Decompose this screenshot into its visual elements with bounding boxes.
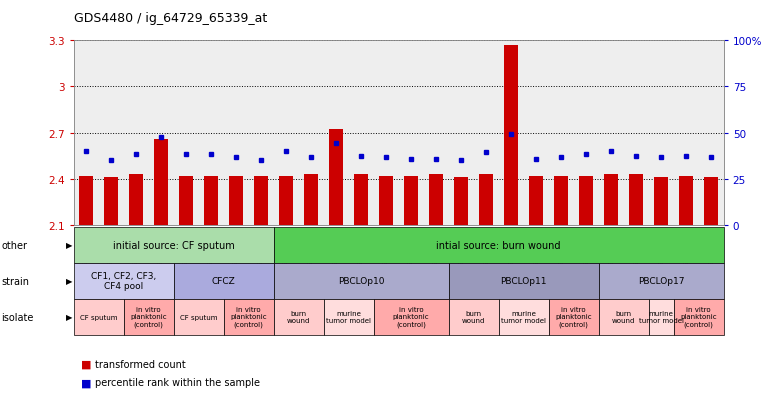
Bar <box>79 176 93 225</box>
Text: CF1, CF2, CF3,
CF4 pool: CF1, CF2, CF3, CF4 pool <box>91 271 156 291</box>
Bar <box>180 176 193 225</box>
Text: burn
wound: burn wound <box>287 311 310 323</box>
Text: isolate: isolate <box>2 312 34 322</box>
Bar <box>104 178 118 225</box>
Bar <box>454 178 468 225</box>
Text: in vitro
planktonic
(control): in vitro planktonic (control) <box>230 307 267 327</box>
Text: PBCLOp17: PBCLOp17 <box>638 277 684 285</box>
Bar <box>379 176 393 225</box>
Bar <box>505 46 518 225</box>
Bar <box>430 175 443 225</box>
Bar <box>529 176 543 225</box>
Text: CFCZ: CFCZ <box>212 277 235 285</box>
Text: in vitro
planktonic
(control): in vitro planktonic (control) <box>555 307 592 327</box>
Bar <box>479 175 493 225</box>
Text: murine
tumor model: murine tumor model <box>326 311 371 323</box>
Bar <box>329 130 343 225</box>
Text: transformed count: transformed count <box>95 359 186 369</box>
Text: GDS4480 / ig_64729_65339_at: GDS4480 / ig_64729_65339_at <box>74 12 267 25</box>
Bar <box>204 176 218 225</box>
Text: other: other <box>2 240 28 250</box>
Text: in vitro
planktonic
(control): in vitro planktonic (control) <box>392 307 430 327</box>
Text: ▶: ▶ <box>66 241 72 249</box>
Text: PBCLOp11: PBCLOp11 <box>500 277 547 285</box>
Bar <box>554 176 568 225</box>
Bar <box>279 176 293 225</box>
Text: murine
tumor model: murine tumor model <box>639 311 683 323</box>
Text: initial source: CF sputum: initial source: CF sputum <box>113 240 235 250</box>
Text: burn
wound: burn wound <box>462 311 485 323</box>
Text: ▶: ▶ <box>66 313 72 321</box>
Bar <box>354 175 368 225</box>
Text: intial source: burn wound: intial source: burn wound <box>437 240 561 250</box>
Bar <box>629 175 643 225</box>
Text: in vitro
planktonic
(control): in vitro planktonic (control) <box>680 307 717 327</box>
Text: PBCLOp10: PBCLOp10 <box>337 277 385 285</box>
Bar <box>680 176 693 225</box>
Text: ■: ■ <box>81 377 92 387</box>
Bar <box>304 175 318 225</box>
Bar <box>579 176 593 225</box>
Text: ▶: ▶ <box>66 277 72 285</box>
Bar <box>404 176 418 225</box>
Text: ■: ■ <box>81 359 92 369</box>
Bar <box>604 175 618 225</box>
Bar <box>254 176 268 225</box>
Bar <box>704 178 718 225</box>
Bar <box>229 176 243 225</box>
Text: CF sputum: CF sputum <box>180 314 217 320</box>
Text: percentile rank within the sample: percentile rank within the sample <box>95 377 260 387</box>
Text: in vitro
planktonic
(control): in vitro planktonic (control) <box>130 307 167 327</box>
Bar <box>654 178 668 225</box>
Bar <box>154 139 168 225</box>
Text: murine
tumor model: murine tumor model <box>501 311 546 323</box>
Bar <box>129 175 143 225</box>
Text: CF sputum: CF sputum <box>80 314 118 320</box>
Text: strain: strain <box>2 276 29 286</box>
Text: burn
wound: burn wound <box>612 311 635 323</box>
